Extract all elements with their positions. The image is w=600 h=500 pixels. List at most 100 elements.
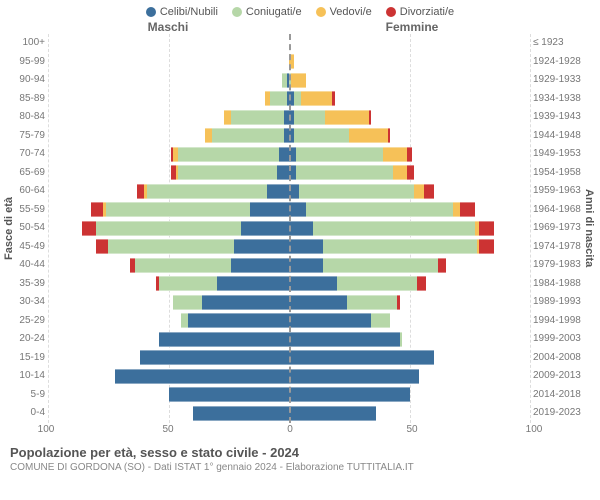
legend-item: Divorziati/e [386,6,454,18]
legend-label: Celibi/Nubili [160,6,218,18]
center-axis [289,34,291,423]
age-label: 35-39 [16,275,45,294]
male-bar [48,184,289,199]
birth-label: 1959-1963 [533,182,582,201]
female-bar [289,295,530,310]
y-axis-label-left: Fasce di età [2,34,16,423]
segment-c [231,110,284,125]
age-label: 5-9 [16,386,45,405]
age-label: 100+ [16,34,45,53]
male-bar [48,350,289,365]
age-label: 15-19 [16,349,45,368]
segment-s [202,295,289,310]
male-bar [48,128,289,143]
birth-label: 1944-1948 [533,127,582,146]
segment-c [178,165,277,180]
segment-s [159,332,289,347]
segment-c [108,239,233,254]
segment-d [438,258,445,273]
age-label: 10-14 [16,367,45,386]
age-label: 85-89 [16,90,45,109]
segment-w [205,128,212,143]
legend-label: Coniugati/e [246,6,302,18]
segment-s [193,406,289,421]
segment-d [397,295,399,310]
segment-w [383,147,407,162]
age-label: 25-29 [16,312,45,331]
male-bar [48,406,289,421]
male-bar [48,54,289,69]
birth-label: 1954-1958 [533,164,582,183]
male-bar [48,36,289,51]
segment-c [147,184,268,199]
y-axis-label-right: Anni di nascita [582,34,596,423]
segment-s [277,165,289,180]
segment-c [347,295,398,310]
segment-c [106,202,251,217]
segment-w [349,128,388,143]
legend-item: Vedovi/e [316,6,372,18]
segment-d [388,128,390,143]
segment-d [82,221,96,236]
birth-label: 1999-2003 [533,330,582,349]
segment-c [135,258,231,273]
birth-label: 2019-2023 [533,404,582,423]
x-tick: 100 [526,424,543,435]
segment-s [289,350,434,365]
female-bar [289,221,530,236]
age-label: 55-59 [16,201,45,220]
segment-s [289,221,313,236]
age-label: 75-79 [16,127,45,146]
segment-s [169,387,290,402]
age-label: 0-4 [16,404,45,423]
male-bar [48,202,289,217]
segment-w [414,184,424,199]
x-tick: 50 [162,424,173,435]
segment-d [417,276,427,291]
male-bar [48,91,289,106]
birth-label: 1949-1953 [533,145,582,164]
female-bar [289,276,530,291]
segment-c [337,276,417,291]
grid-line [530,34,531,423]
x-axis-ticks: 10050050100 [46,423,534,439]
x-tick: 0 [287,424,293,435]
male-bar [48,313,289,328]
segment-s [289,332,400,347]
segment-c [294,110,325,125]
male-bar [48,221,289,236]
segment-c [159,276,217,291]
plot-area [48,34,530,423]
male-bar [48,110,289,125]
segment-s [289,406,376,421]
segment-d [479,239,493,254]
male-bar [48,332,289,347]
female-bar [289,406,530,421]
header-male: Maschi [46,20,290,34]
pyramid-chart: Fasce di età 100+95-9990-9485-8980-8475-… [0,34,600,423]
segment-d [424,184,434,199]
female-bar [289,313,530,328]
x-tick: 100 [38,424,55,435]
male-bar [48,295,289,310]
column-headers: Maschi Femmine [0,20,600,34]
female-bar [289,147,530,162]
segment-s [188,313,289,328]
legend-label: Vedovi/e [330,6,372,18]
segment-s [241,221,289,236]
segment-c [313,221,474,236]
male-bar [48,387,289,402]
birth-year-labels: ≤ 19231924-19281929-19331934-19381939-19… [530,34,582,423]
birth-label: 1929-1933 [533,71,582,90]
birth-label: 1934-1938 [533,90,582,109]
age-labels: 100+95-9990-9485-8980-8475-7970-7465-696… [16,34,48,423]
segment-d [96,239,108,254]
female-bar [289,36,530,51]
segment-c [296,147,383,162]
female-bar [289,239,530,254]
age-label: 95-99 [16,53,45,72]
age-label: 90-94 [16,71,45,90]
legend-item: Celibi/Nubili [146,6,218,18]
female-bar [289,110,530,125]
birth-label: 1964-1968 [533,201,582,220]
